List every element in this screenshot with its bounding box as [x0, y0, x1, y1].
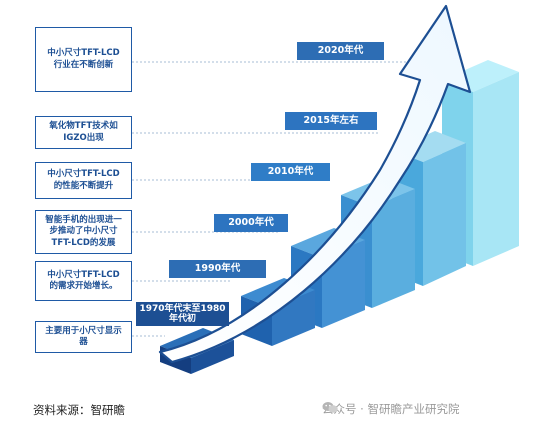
milestone-description-2015: 氧化物TFT技术如 IGZO出现 — [35, 116, 132, 149]
era-label-1970s: 1970年代末至1980 年代初 — [136, 302, 229, 326]
era-label-2020s: 2020年代 — [297, 42, 384, 60]
wechat-icon — [322, 402, 338, 413]
milestone-description-2020s: 中小尺寸TFT-LCD 行业在不断创新 — [35, 27, 132, 92]
milestone-description-2000s: 智能手机的出现进一 步推动了中小尺寸 TFT-LCD的发展 — [35, 210, 132, 254]
watermark: 公众号 · 智研瞻产业研究院 — [322, 401, 459, 417]
source-note: 资料来源：智研瞻 — [33, 403, 125, 417]
milestone-description-1970s: 主要用于小尺寸显示 器 — [35, 321, 132, 353]
milestone-description-1990s: 中小尺寸TFT-LCD 的需求开始增长。 — [35, 261, 132, 301]
era-label-2010s: 2010年代 — [251, 163, 330, 181]
era-label-1990s: 1990年代 — [169, 260, 266, 278]
growth-arrow — [158, 4, 472, 364]
milestone-description-2010s: 中小尺寸TFT-LCD 的性能不断提升 — [35, 162, 132, 199]
watermark-text: 公众号 · 智研瞻产业研究院 — [322, 402, 460, 416]
era-label-2000s: 2000年代 — [214, 214, 288, 232]
era-label-2015: 2015年左右 — [285, 112, 377, 130]
